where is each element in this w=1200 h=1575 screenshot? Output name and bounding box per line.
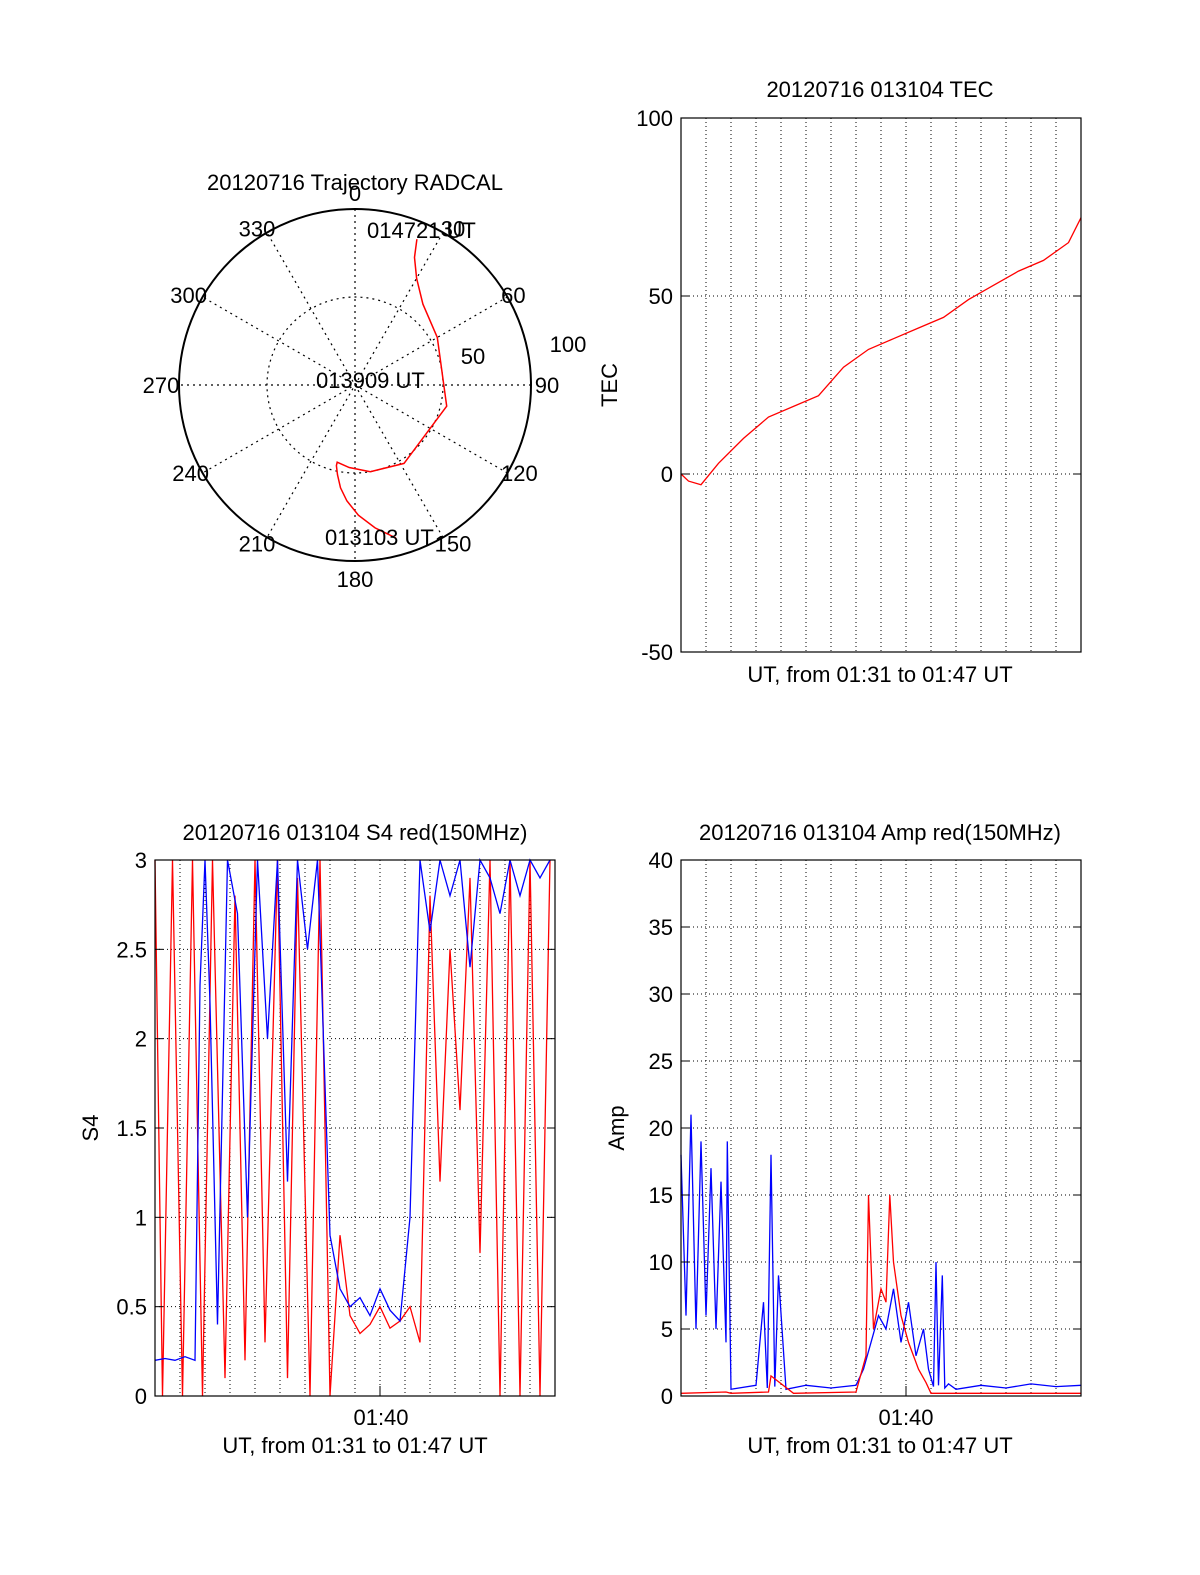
amp-grid — [681, 860, 1081, 1396]
s4-ylabel: S4 — [78, 1115, 103, 1142]
trajectory-mid-label: 013909 UT — [316, 368, 425, 393]
amp-ytick-label: 30 — [649, 982, 673, 1007]
polar-angle-label: 0 — [349, 181, 361, 206]
radial-label-50: 50 — [461, 344, 485, 369]
amp-ylabel: Amp — [604, 1105, 629, 1150]
polar-angle-label: 180 — [337, 567, 374, 592]
trajectory-end-label: 014721 UT — [367, 218, 476, 243]
trajectory-start-label: 013103 UT — [325, 525, 434, 550]
trajectory-line — [335, 239, 448, 539]
amp-series-red — [680, 1194, 1081, 1394]
s4-ytick-label: 0 — [135, 1384, 147, 1409]
tec-grid — [681, 118, 1081, 652]
trajectory-polar-plot: 20120716 Trajectory RADCAL 0 30 60 90 120 150… — [143, 170, 587, 592]
tec-plot-frame — [680, 117, 1082, 653]
tec-chart: 20120716 013104 TEC 100 50 0 -50 TEC UT, fr… — [597, 77, 1082, 687]
s4-ytick-label: 1.5 — [116, 1116, 147, 1141]
tec-ytick-label: 0 — [661, 462, 673, 487]
tec-xlabel: UT, from 01:31 to 01:47 UT — [747, 662, 1012, 687]
polar-angle-label: 30 — [441, 217, 465, 242]
amp-ytick-label: 35 — [649, 915, 673, 940]
amp-title: 20120716 013104 Amp red(150MHz) — [699, 820, 1061, 845]
s4-ytick-label: 1 — [135, 1205, 147, 1230]
polar-angle-label: 60 — [501, 283, 525, 308]
amp-ytick-label: 40 — [649, 848, 673, 873]
amp-ytick-label: 10 — [649, 1250, 673, 1275]
amp-series — [680, 1114, 1082, 1394]
s4-xtick-label: 01:40 — [353, 1405, 408, 1430]
s4-chart: 20120716 013104 S4 red(150MHz) 3 2.5 2 1.5 1… — [78, 820, 556, 1458]
tec-y-ticks: 100 50 0 -50 — [636, 106, 1081, 665]
polar-angle-label: 270 — [143, 373, 180, 398]
tec-title: 20120716 013104 TEC — [766, 77, 993, 102]
s4-series — [154, 857, 551, 1397]
s4-ytick-label: 2 — [135, 1027, 147, 1052]
tec-series — [680, 217, 1082, 486]
amp-ytick-label: 15 — [649, 1183, 673, 1208]
polar-angle-label: 300 — [170, 283, 207, 308]
amp-y-ticks: 40 35 30 25 20 15 10 5 0 — [649, 848, 1081, 1409]
polar-spoke-150 — [266, 232, 444, 538]
polar-angle-label: 240 — [172, 461, 209, 486]
polar-angle-label: 120 — [501, 461, 538, 486]
s4-series-blue — [154, 857, 551, 1362]
tec-ylabel: TEC — [597, 363, 622, 407]
s4-y-ticks: 3 2.5 2 1.5 1 0.5 0 — [116, 848, 555, 1409]
s4-series-red — [154, 859, 551, 1397]
amp-xtick-label: 01:40 — [878, 1405, 933, 1430]
polar-angle-label: 210 — [239, 531, 276, 556]
tec-ytick-label: 100 — [636, 106, 673, 131]
amp-ytick-label: 0 — [661, 1384, 673, 1409]
s4-ytick-label: 0.5 — [116, 1295, 147, 1320]
amp-ytick-label: 5 — [661, 1317, 673, 1342]
tec-ytick-label: -50 — [641, 640, 673, 665]
polar-angle-label: 330 — [239, 217, 276, 242]
radial-label-100: 100 — [550, 332, 587, 357]
polar-angle-labels: 0 30 60 90 120 150 180 210 240 270 300 330 — [143, 181, 560, 592]
polar-angle-label: 90 — [535, 373, 559, 398]
polar-grid — [179, 209, 531, 561]
s4-title: 20120716 013104 S4 red(150MHz) — [183, 820, 528, 845]
s4-ytick-label: 2.5 — [116, 937, 147, 962]
tec-ytick-label: 50 — [649, 284, 673, 309]
amp-ytick-label: 20 — [649, 1116, 673, 1141]
tec-series-red — [680, 217, 1082, 486]
trajectory-title: 20120716 Trajectory RADCAL — [207, 170, 503, 195]
amp-ytick-label: 25 — [649, 1049, 673, 1074]
amp-chart: 20120716 013104 Amp red(150MHz) 40 35 30 25… — [604, 820, 1082, 1458]
s4-xlabel: UT, from 01:31 to 01:47 UT — [222, 1433, 487, 1458]
s4-ytick-label: 3 — [135, 848, 147, 873]
polar-outer-ring — [178, 208, 532, 562]
polar-angle-label: 150 — [435, 531, 472, 556]
amp-xlabel: UT, from 01:31 to 01:47 UT — [747, 1433, 1012, 1458]
